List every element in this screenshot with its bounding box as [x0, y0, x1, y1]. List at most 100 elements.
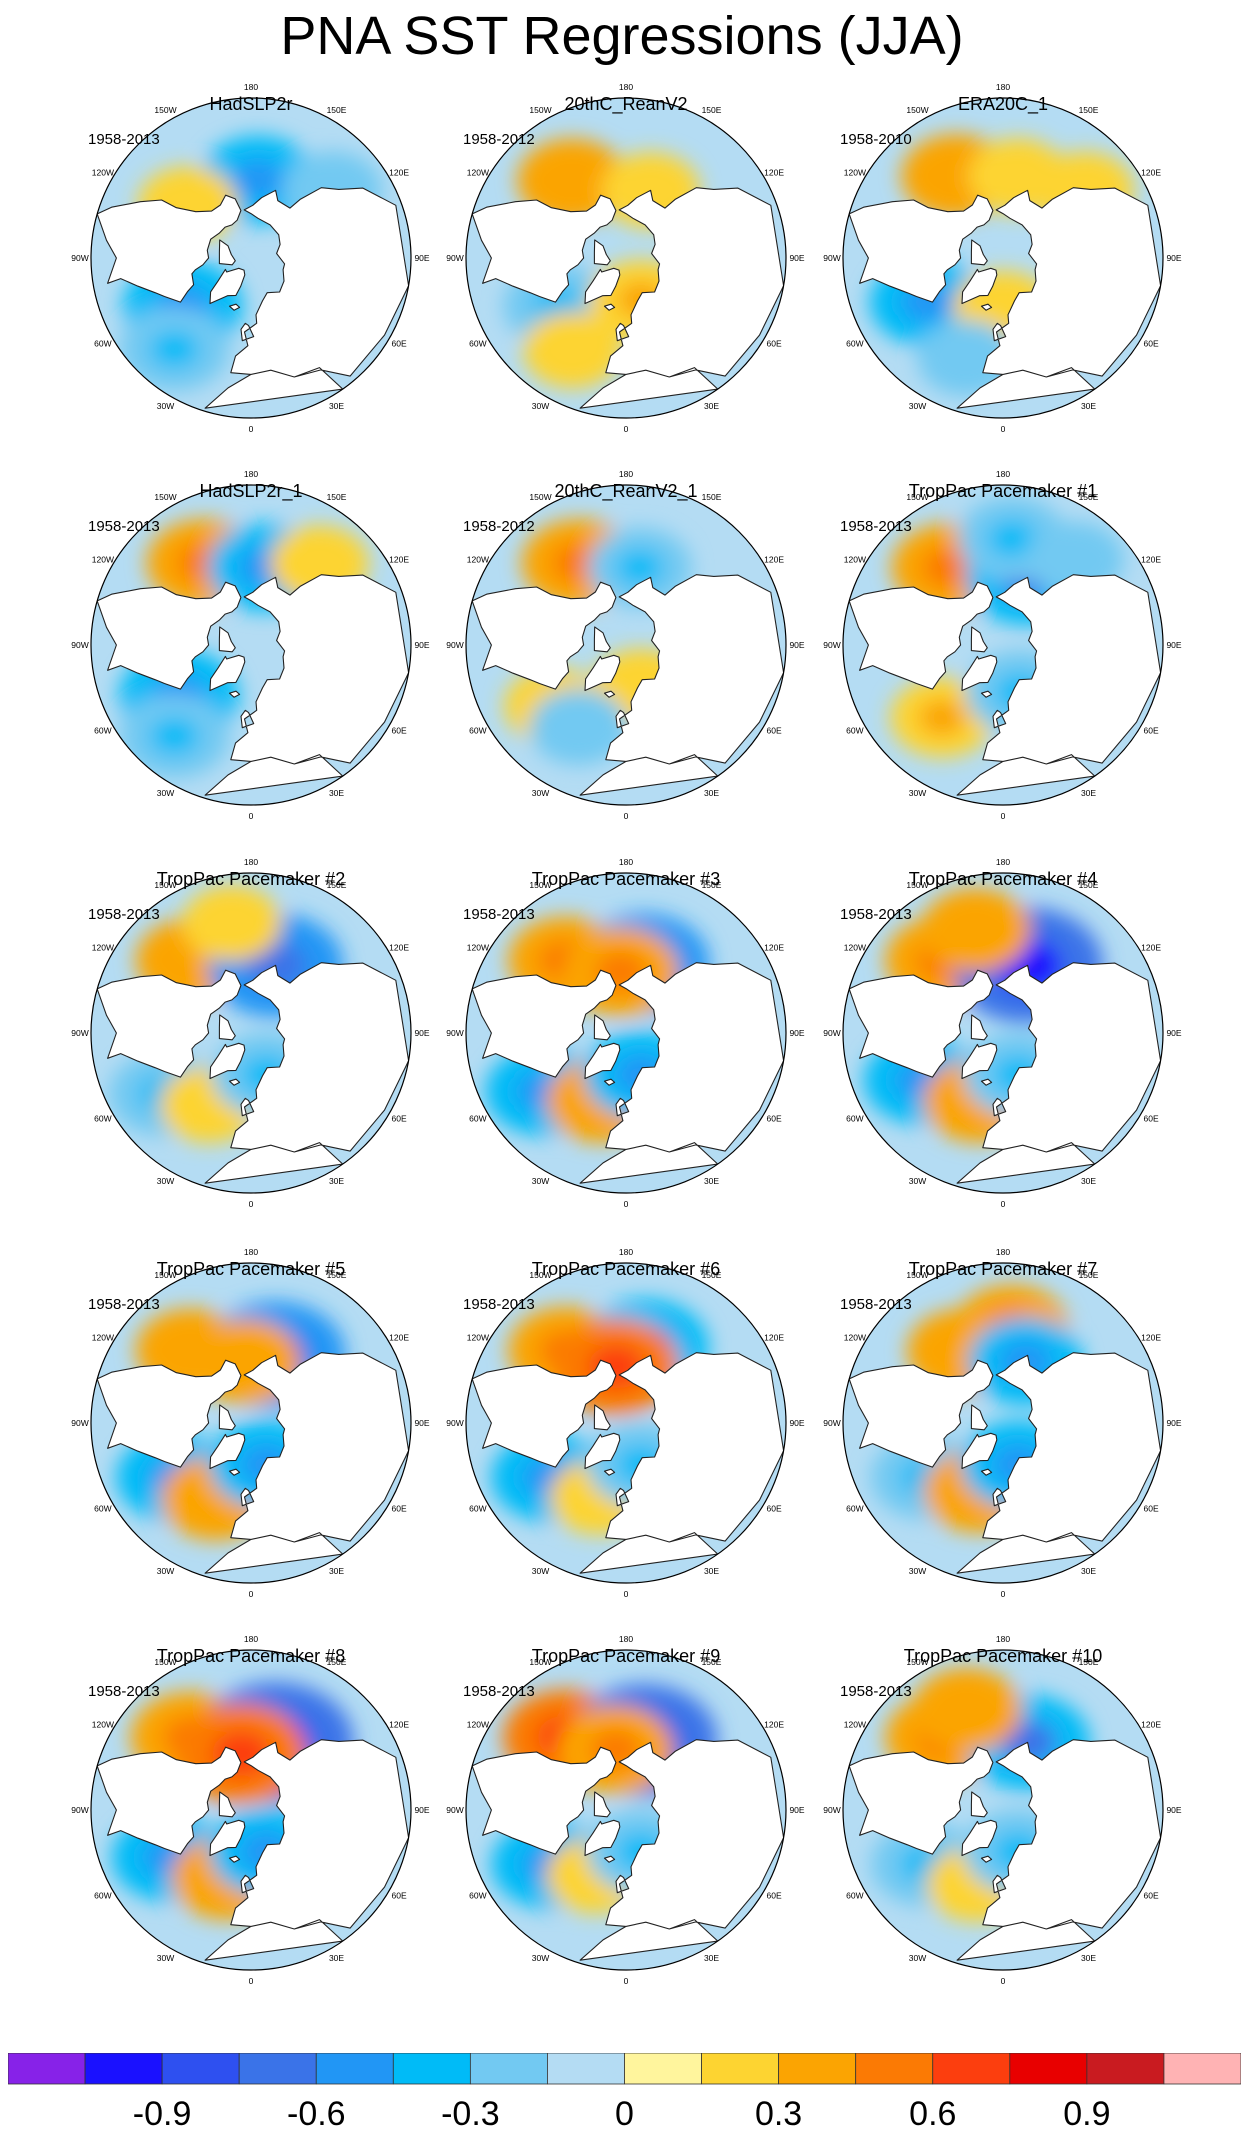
lon-tick-label: 30E [704, 1953, 719, 1963]
lon-tick-label: 120E [764, 168, 784, 178]
panel-title: ERA20C_1 [958, 94, 1048, 115]
lon-tick-label: 120W [92, 1720, 114, 1730]
panel-title: TropPac Pacemaker #7 [909, 1259, 1097, 1279]
map-panel: 180 150E 120E 90E 60E 30E 0 30W 60W 90W 120W 150W 20… [446, 469, 805, 821]
map-border [842, 872, 1164, 1194]
sst-anomaly-core [950, 911, 1001, 949]
lon-tick-label: 60E [767, 1114, 782, 1124]
lon-tick-label: 180 [996, 1634, 1010, 1644]
colorbar-swatch [469, 2053, 548, 2085]
lon-tick-label: 90W [71, 1418, 88, 1428]
colorbar-tick-label: -0.3 [441, 2095, 500, 2131]
lon-tick-label: 150E [327, 880, 347, 890]
lon-tick-label: 120W [92, 943, 114, 953]
lon-tick-label: 60W [469, 1504, 486, 1514]
panel-period: 1958-2013 [840, 906, 912, 923]
lon-tick-label: 60E [1144, 1504, 1159, 1514]
lon-tick-label: 0 [249, 1976, 254, 1986]
lon-tick-label: 60E [1144, 339, 1159, 349]
sst-anomaly-core [232, 159, 284, 200]
panel-period: 1958-2013 [88, 518, 160, 535]
lon-tick-label: 180 [244, 469, 258, 479]
lon-tick-label: 150W [906, 105, 928, 115]
colorbar-swatch [855, 2053, 934, 2085]
lon-tick-label: 0 [1001, 1976, 1006, 1986]
panel-period: 1958-2013 [463, 1296, 535, 1313]
lon-tick-label: 150E [1079, 1657, 1099, 1667]
colorbar-swatch [778, 2053, 857, 2085]
lon-tick-label: 60E [392, 1891, 407, 1901]
lon-tick-label: 60W [846, 1504, 863, 1514]
panel-period: 1958-2012 [463, 518, 535, 535]
lon-tick-label: 120W [92, 1333, 114, 1343]
lon-tick-label: 30E [704, 1176, 719, 1186]
colorbar-tick-label: -0.6 [287, 2095, 346, 2131]
lon-tick-label: 30E [1081, 401, 1096, 411]
lon-tick-label: 60E [767, 726, 782, 736]
lon-tick-label: 120E [389, 1333, 409, 1343]
land-coastline [848, 574, 1162, 796]
lon-tick-label: 120W [92, 168, 114, 178]
panel-period: 1958-2012 [463, 131, 535, 148]
sst-anomaly-core [209, 906, 254, 941]
lon-tick-label: 60W [469, 1114, 486, 1124]
panel-period: 1958-2013 [463, 1683, 535, 1700]
lon-tick-label: 0 [1001, 811, 1006, 821]
sst-anomaly-core [931, 157, 981, 195]
lon-tick-label: 60W [846, 339, 863, 349]
sst-anomaly-core [995, 159, 1040, 194]
colorbar-swatch [932, 2053, 1011, 2085]
map-panel: 180 150E 120E 90E 60E 30E 0 30W 60W 90W 120W 150W Ha… [71, 469, 430, 821]
panel-period: 1958-2010 [840, 131, 912, 148]
lon-tick-label: 150W [906, 880, 928, 890]
lon-tick-label: 60W [94, 1114, 111, 1124]
lon-tick-label: 150E [1079, 1270, 1099, 1280]
colorbar-tick-label: 0.9 [1063, 2095, 1110, 2131]
lon-tick-label: 60W [846, 1891, 863, 1901]
panel-title: 20thC_ReanV2 [564, 94, 687, 115]
lon-tick-label: 30W [532, 1566, 549, 1576]
panel-title: TropPac Pacemaker #5 [157, 1259, 345, 1279]
map-panel: 180 150E 120E 90E 60E 30E 0 30W 60W 90W 120W 150WTr… [71, 1247, 430, 1599]
lon-tick-label: 90E [1166, 640, 1181, 650]
colorbar-swatch [547, 2053, 625, 2085]
land-coastline [848, 962, 1162, 1184]
lon-tick-label: 150W [906, 1657, 928, 1667]
lon-tick-label: 0 [624, 1976, 629, 1986]
panel-period: 1958-2013 [88, 131, 160, 148]
lon-tick-label: 180 [244, 857, 258, 867]
lon-tick-label: 150E [327, 1270, 347, 1280]
panel-title: TropPac Pacemaker #8 [157, 1646, 345, 1666]
lon-tick-label: 150W [154, 492, 176, 502]
colorbar-swatch [8, 2053, 86, 2085]
lon-tick-label: 30E [704, 788, 719, 798]
lon-tick-label: 90W [446, 1028, 463, 1038]
map-border [465, 872, 787, 1194]
lon-tick-label: 30W [157, 1176, 174, 1186]
map-border [90, 97, 412, 419]
lon-tick-label: 90W [71, 253, 88, 263]
lon-tick-label: 120W [844, 1720, 866, 1730]
lon-tick-label: 120W [467, 168, 489, 178]
lon-tick-label: 90E [414, 640, 429, 650]
lon-tick-label: 120E [1141, 168, 1161, 178]
lon-tick-label: 0 [1001, 1589, 1006, 1599]
lon-tick-label: 30W [909, 1176, 926, 1186]
colorbar-tick-label: -0.9 [133, 2095, 192, 2131]
colorbar-swatch [624, 2053, 702, 2085]
lon-tick-label: 90W [823, 1028, 840, 1038]
map-panel: 180 150E 120E 90E 60E 30E 0 30W 60W 90W 120W 150WTr… [446, 1634, 805, 1986]
lon-tick-label: 30W [157, 401, 174, 411]
lon-tick-label: 90W [71, 1028, 88, 1038]
lon-tick-label: 60W [94, 1891, 111, 1901]
lon-tick-label: 60W [94, 1504, 111, 1514]
lon-tick-label: 150W [529, 1657, 551, 1667]
lon-tick-label: 150W [906, 1270, 928, 1280]
lon-tick-label: 120E [389, 943, 409, 953]
lon-tick-label: 30W [909, 1953, 926, 1963]
lon-tick-label: 60W [469, 339, 486, 349]
lon-tick-label: 150E [1079, 880, 1099, 890]
colorbar-swatch [1163, 2053, 1241, 2085]
panel-title: HadSLP2r [209, 94, 292, 114]
lon-tick-label: 30W [157, 1953, 174, 1963]
